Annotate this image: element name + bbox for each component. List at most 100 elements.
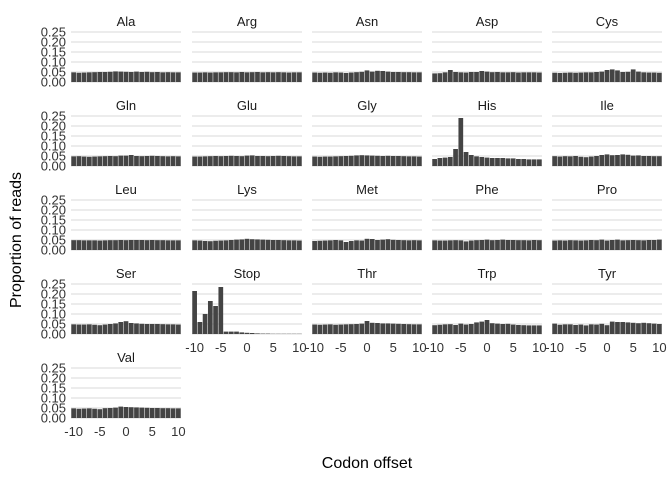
bar xyxy=(76,72,82,82)
bar xyxy=(406,72,412,82)
bar xyxy=(128,72,134,82)
panel-title: Ala xyxy=(117,14,137,29)
bar xyxy=(615,239,620,250)
bar xyxy=(134,407,139,418)
bar xyxy=(385,323,391,334)
bar xyxy=(160,324,166,334)
bar xyxy=(239,72,245,82)
bar xyxy=(255,333,260,334)
panel-title: Leu xyxy=(115,182,137,197)
bar xyxy=(484,320,490,334)
bar xyxy=(244,332,250,334)
bar xyxy=(537,325,542,334)
panel-title: Lys xyxy=(237,182,257,197)
bar xyxy=(102,408,108,418)
bar xyxy=(102,72,108,82)
bar xyxy=(291,72,297,82)
bar xyxy=(170,72,176,82)
bar xyxy=(123,407,129,418)
panel-stop: Stop -10 -5 0 5 10 xyxy=(185,266,306,355)
bar xyxy=(134,323,139,334)
x-tick-label: 0 xyxy=(122,424,129,439)
x-tick-label: 10 xyxy=(171,424,185,439)
bar xyxy=(260,156,266,166)
bar xyxy=(160,72,166,82)
bar xyxy=(599,71,605,82)
bar xyxy=(338,240,344,250)
bar xyxy=(176,72,181,82)
bar xyxy=(641,240,647,250)
bar xyxy=(489,323,495,334)
bar xyxy=(139,323,145,334)
bar xyxy=(458,72,464,82)
bar xyxy=(447,70,453,82)
bar xyxy=(81,72,87,82)
bar xyxy=(437,73,443,82)
bar xyxy=(516,159,521,166)
bar xyxy=(327,72,333,82)
bar xyxy=(375,70,380,82)
y-tick-label: 0.15 xyxy=(41,297,66,312)
bar xyxy=(401,324,407,334)
bar xyxy=(170,156,176,166)
bar xyxy=(380,71,386,82)
bar xyxy=(134,156,139,166)
x-tick-label: -10 xyxy=(425,340,444,355)
bar xyxy=(567,156,573,166)
panel-title: Met xyxy=(356,182,378,197)
bar xyxy=(202,314,208,334)
bar xyxy=(155,408,160,418)
bar xyxy=(218,240,224,250)
bar xyxy=(620,72,626,82)
bar xyxy=(343,156,349,166)
bar xyxy=(437,240,443,250)
bar xyxy=(588,324,594,334)
bar xyxy=(562,324,568,334)
bar xyxy=(270,72,276,82)
bar xyxy=(369,155,375,166)
bar xyxy=(260,72,266,82)
bar xyxy=(312,324,317,334)
bar xyxy=(594,324,599,334)
bar xyxy=(641,156,647,166)
bar xyxy=(165,324,171,334)
bar xyxy=(312,156,317,166)
bar xyxy=(92,72,97,82)
bar xyxy=(583,72,589,82)
bar xyxy=(390,156,396,166)
bar xyxy=(510,324,516,334)
panel-cys: Cys xyxy=(552,14,662,83)
bar xyxy=(453,325,458,334)
bar xyxy=(281,72,287,82)
bar xyxy=(526,159,532,166)
bar xyxy=(474,240,479,250)
panel-met: Met xyxy=(312,182,422,251)
bar xyxy=(646,72,652,82)
bar xyxy=(218,287,224,334)
bar xyxy=(489,72,495,82)
bar xyxy=(369,239,375,250)
bar xyxy=(578,324,584,334)
bar xyxy=(260,239,266,250)
bar xyxy=(71,240,76,250)
y-tick-label: 0.10 xyxy=(41,139,66,154)
bar xyxy=(81,156,87,166)
bar xyxy=(134,240,139,250)
bar xyxy=(322,72,328,82)
bar xyxy=(380,156,386,166)
bar xyxy=(463,72,469,82)
bar xyxy=(442,324,448,334)
panel-title: Ser xyxy=(116,266,137,281)
bar xyxy=(149,72,155,82)
y-tick-label: 0.00 xyxy=(41,327,66,342)
y-tick-label: 0.05 xyxy=(41,401,66,416)
bar xyxy=(364,155,370,166)
bar xyxy=(531,325,537,334)
bar xyxy=(526,240,532,250)
bar xyxy=(630,155,636,166)
bar xyxy=(437,324,443,334)
bar xyxy=(343,73,349,82)
bar xyxy=(207,241,213,250)
bar xyxy=(218,72,224,82)
